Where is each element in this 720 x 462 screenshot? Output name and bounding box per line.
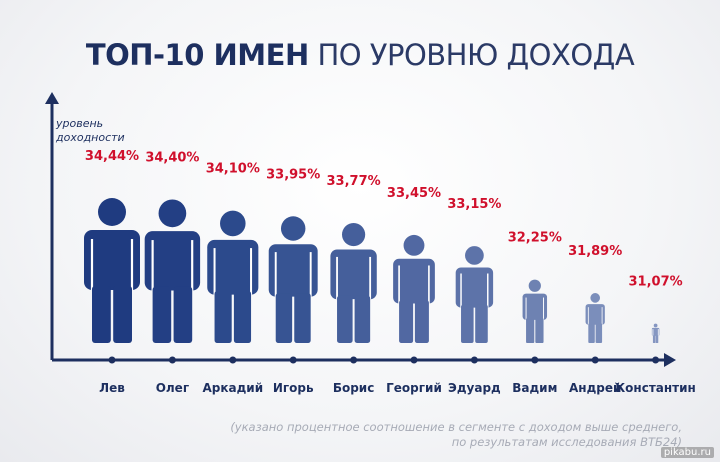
x-axis-tick bbox=[108, 356, 116, 364]
x-axis-arrow bbox=[664, 353, 676, 367]
person-torso bbox=[207, 239, 259, 295]
person-figure-2 bbox=[144, 199, 201, 343]
value-label: 34,40% bbox=[145, 150, 199, 165]
category-label: Андрей bbox=[569, 381, 621, 395]
person-leg-left bbox=[152, 286, 172, 343]
person-torso bbox=[268, 244, 318, 297]
value-label: 33,15% bbox=[447, 197, 501, 212]
chart-title-bold: ТОП-10 ИМЕН bbox=[85, 38, 309, 72]
person-leg-left bbox=[461, 304, 474, 343]
y-axis-label-line-2: доходности bbox=[55, 131, 125, 144]
x-axis-tick bbox=[289, 356, 297, 364]
footnote-line-2: по результатам исследования ВТБ24) bbox=[451, 435, 682, 449]
person-head bbox=[528, 279, 541, 292]
person-torso bbox=[455, 267, 494, 308]
person-leg-right bbox=[233, 290, 252, 343]
x-axis-tick bbox=[168, 356, 176, 364]
value-label: 31,89% bbox=[568, 244, 622, 259]
category-label: Константин bbox=[615, 381, 695, 395]
value-label: 33,95% bbox=[266, 167, 320, 182]
person-figure-3 bbox=[207, 210, 259, 343]
person-leg-right bbox=[655, 335, 659, 343]
person-torso bbox=[651, 327, 660, 336]
person-figure-1 bbox=[84, 198, 140, 343]
category-label: Вадим bbox=[512, 381, 557, 395]
chart-title-light: ПО УРОВНЮ ДОХОДА bbox=[317, 38, 635, 72]
person-torso bbox=[393, 258, 435, 304]
person-head bbox=[653, 323, 658, 328]
y-axis-label-line-1: уровень bbox=[55, 117, 103, 130]
x-axis-tick bbox=[531, 356, 539, 364]
x-axis-tick bbox=[229, 356, 237, 364]
value-label: 33,45% bbox=[387, 186, 441, 201]
watermark: pikabu.ru bbox=[660, 447, 714, 458]
person-head bbox=[465, 246, 484, 265]
x-axis-tick bbox=[410, 356, 418, 364]
x-axis-tick bbox=[652, 356, 660, 364]
footnote: (указано процентное соотношение в сегмен… bbox=[230, 420, 682, 450]
person-leg-right bbox=[294, 293, 311, 343]
person-head bbox=[280, 216, 306, 241]
person-figure-6 bbox=[393, 234, 435, 343]
person-leg-left bbox=[92, 286, 111, 343]
person-torso bbox=[330, 249, 377, 300]
category-label: Аркадий bbox=[202, 381, 263, 395]
person-head bbox=[342, 222, 366, 247]
chart-title: ТОП-10 ИМЕН ПО УРОВНЮ ДОХОДА bbox=[0, 38, 720, 72]
footnote-line-1: (указано процентное соотношение в сегмен… bbox=[230, 420, 682, 434]
value-label: 34,44% bbox=[85, 149, 139, 164]
person-figure-8 bbox=[522, 279, 548, 343]
category-label: Георгий bbox=[386, 381, 442, 395]
person-leg-right bbox=[595, 323, 603, 343]
value-label: 31,07% bbox=[629, 275, 683, 290]
category-label: Эдуард bbox=[448, 381, 501, 395]
category-label: Лев bbox=[99, 381, 125, 395]
person-leg-right bbox=[535, 318, 544, 343]
person-torso bbox=[522, 293, 548, 320]
person-head bbox=[98, 198, 126, 226]
person-head bbox=[220, 210, 246, 237]
y-axis-arrow bbox=[45, 92, 59, 104]
person-leg-right bbox=[354, 295, 371, 343]
person-figure-9 bbox=[585, 293, 605, 343]
value-label: 32,25% bbox=[508, 231, 562, 246]
person-head bbox=[403, 234, 425, 256]
category-label: Борис bbox=[333, 381, 375, 395]
person-head bbox=[158, 199, 187, 228]
x-axis-tick bbox=[470, 356, 478, 364]
person-leg-right bbox=[113, 286, 132, 343]
category-label: Олег bbox=[156, 381, 189, 395]
value-label: 33,77% bbox=[327, 174, 381, 189]
person-torso bbox=[144, 231, 201, 291]
person-leg-left bbox=[337, 295, 353, 343]
person-figure-7 bbox=[455, 246, 494, 343]
person-leg-left bbox=[275, 293, 293, 343]
person-leg-left bbox=[214, 290, 232, 343]
category-label: Игорь bbox=[273, 381, 314, 395]
person-leg-left bbox=[526, 318, 535, 343]
person-leg-right bbox=[173, 286, 193, 343]
person-torso bbox=[84, 230, 140, 290]
x-axis-tick bbox=[591, 356, 599, 364]
person-leg-left bbox=[652, 335, 656, 343]
person-leg-right bbox=[414, 300, 429, 343]
person-torso bbox=[585, 304, 605, 325]
person-figure-10 bbox=[651, 323, 660, 343]
value-label: 34,10% bbox=[206, 162, 260, 177]
person-leg-left bbox=[399, 300, 414, 343]
person-head bbox=[590, 293, 601, 303]
person-figure-5 bbox=[330, 222, 377, 343]
person-leg-left bbox=[588, 323, 595, 343]
person-figure-4 bbox=[268, 216, 318, 343]
x-axis-tick bbox=[350, 356, 358, 364]
person-leg-right bbox=[475, 304, 488, 343]
